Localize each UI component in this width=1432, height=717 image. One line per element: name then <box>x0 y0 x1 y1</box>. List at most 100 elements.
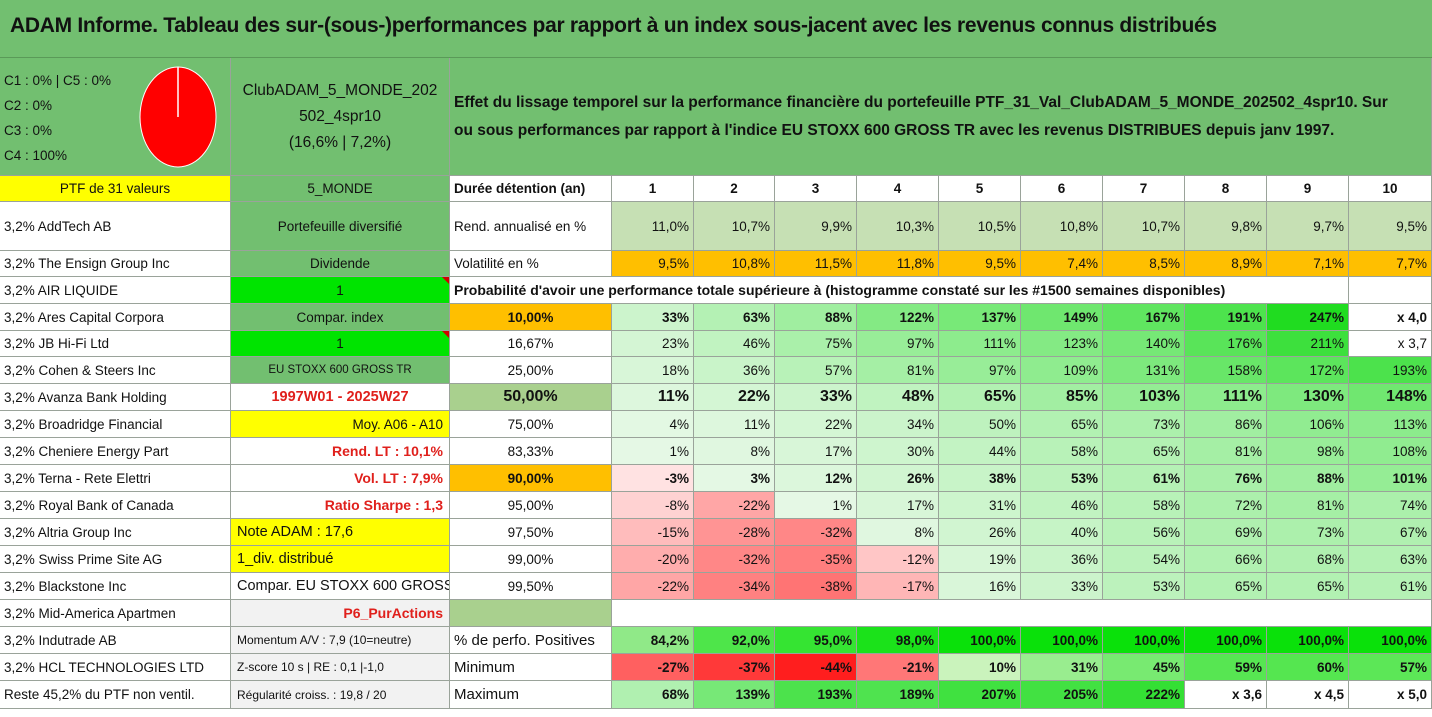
positive-value[interactable]: 92,0% <box>694 627 775 654</box>
holding-item[interactable]: 3,2% AddTech AB <box>0 202 231 251</box>
probability-value[interactable]: 46% <box>694 331 775 357</box>
probability-value[interactable]: 130% <box>1267 384 1349 411</box>
probability-value[interactable]: 18% <box>612 357 694 384</box>
maximum-value[interactable]: x 3,6 <box>1185 681 1267 709</box>
probability-value[interactable]: 22% <box>775 411 857 438</box>
minimum-value[interactable]: 57% <box>1349 654 1432 681</box>
rend-value[interactable]: 9,8% <box>1185 202 1267 251</box>
rend-value[interactable]: 10,3% <box>857 202 939 251</box>
probability-value[interactable]: 75% <box>775 331 857 357</box>
probability-value[interactable]: 98% <box>1267 438 1349 465</box>
probability-value[interactable]: 22% <box>694 384 775 411</box>
probability-value[interactable]: 57% <box>775 357 857 384</box>
positive-value[interactable]: 100,0% <box>1103 627 1185 654</box>
probability-value[interactable]: 193% <box>1349 357 1432 384</box>
probability-value[interactable]: 68% <box>1267 546 1349 573</box>
probability-value[interactable]: 56% <box>1103 519 1185 546</box>
probability-value[interactable]: 172% <box>1267 357 1349 384</box>
rend-value[interactable]: 11,0% <box>612 202 694 251</box>
positive-value[interactable]: 100,0% <box>1349 627 1432 654</box>
vol-value[interactable]: 11,5% <box>775 251 857 277</box>
probability-value[interactable]: 34% <box>857 411 939 438</box>
holding-item[interactable]: 3,2% Ares Capital Corpora <box>0 304 231 331</box>
param-item[interactable]: Note ADAM : 17,6 <box>231 519 450 546</box>
holding-item[interactable]: 3,2% Indutrade AB <box>0 627 231 654</box>
year-header[interactable]: 6 <box>1021 176 1103 202</box>
param-item[interactable]: Dividende <box>231 251 450 277</box>
probability-value[interactable]: x 4,0 <box>1349 304 1432 331</box>
probability-value[interactable]: -35% <box>775 546 857 573</box>
probability-threshold[interactable]: 97,50% <box>450 519 612 546</box>
year-header[interactable]: 2 <box>694 176 775 202</box>
rend-value[interactable]: 10,8% <box>1021 202 1103 251</box>
probability-value[interactable]: 1% <box>612 438 694 465</box>
minimum-value[interactable]: -44% <box>775 654 857 681</box>
vol-value[interactable]: 8,5% <box>1103 251 1185 277</box>
probability-value[interactable]: 148% <box>1349 384 1432 411</box>
probability-value[interactable]: -22% <box>694 492 775 519</box>
probability-value[interactable]: 73% <box>1103 411 1185 438</box>
probability-value[interactable]: 81% <box>857 357 939 384</box>
probability-value[interactable]: 101% <box>1349 465 1432 492</box>
probability-value[interactable]: 65% <box>1021 411 1103 438</box>
rend-value[interactable]: 10,7% <box>1103 202 1185 251</box>
probability-value[interactable]: 11% <box>612 384 694 411</box>
probability-threshold[interactable]: 83,33% <box>450 438 612 465</box>
maximum-value[interactable]: 68% <box>612 681 694 709</box>
year-header[interactable]: 10 <box>1349 176 1432 202</box>
probability-threshold[interactable]: 99,50% <box>450 573 612 600</box>
probability-value[interactable]: 3% <box>694 465 775 492</box>
probability-value[interactable]: 1% <box>775 492 857 519</box>
probability-value[interactable]: 109% <box>1021 357 1103 384</box>
portfolio-name-panel[interactable]: ClubADAM_5_MONDE_202 502_4spr10 (16,6% | 7… <box>231 58 450 176</box>
param-item[interactable]: 1 <box>231 331 450 357</box>
probability-value[interactable]: 86% <box>1185 411 1267 438</box>
row-label[interactable]: Maximum <box>450 681 612 709</box>
probability-value[interactable]: 158% <box>1185 357 1267 384</box>
probability-value[interactable]: 58% <box>1103 492 1185 519</box>
holding-item[interactable]: 3,2% HCL TECHNOLOGIES LTD <box>0 654 231 681</box>
probability-value[interactable]: 11% <box>694 411 775 438</box>
probability-value[interactable]: 36% <box>1021 546 1103 573</box>
probability-value[interactable]: 30% <box>857 438 939 465</box>
minimum-value[interactable]: -27% <box>612 654 694 681</box>
maximum-value[interactable]: 139% <box>694 681 775 709</box>
probability-value[interactable]: 85% <box>1021 384 1103 411</box>
probability-value[interactable]: 63% <box>1349 546 1432 573</box>
param-item[interactable]: 1 <box>231 277 450 304</box>
probability-value[interactable]: 137% <box>939 304 1021 331</box>
probability-value[interactable]: 191% <box>1185 304 1267 331</box>
year-header[interactable]: 7 <box>1103 176 1185 202</box>
probability-value[interactable]: -38% <box>775 573 857 600</box>
param-item[interactable]: Portefeuille diversifié <box>231 202 450 251</box>
probability-value[interactable]: 65% <box>1103 438 1185 465</box>
maximum-value[interactable]: 189% <box>857 681 939 709</box>
maximum-value[interactable]: 207% <box>939 681 1021 709</box>
year-header[interactable]: 1 <box>612 176 694 202</box>
probability-value[interactable]: 211% <box>1267 331 1349 357</box>
holding-item[interactable]: 3,2% Broadridge Financial <box>0 411 231 438</box>
probability-threshold[interactable]: 25,00% <box>450 357 612 384</box>
probability-value[interactable]: x 3,7 <box>1349 331 1432 357</box>
holding-item[interactable]: 3,2% Mid-America Apartmen <box>0 600 231 627</box>
probability-value[interactable]: 17% <box>775 438 857 465</box>
vol-value[interactable]: 10,8% <box>694 251 775 277</box>
param-item[interactable]: Ratio Sharpe : 1,3 <box>231 492 450 519</box>
year-header[interactable]: 8 <box>1185 176 1267 202</box>
probability-value[interactable]: 65% <box>939 384 1021 411</box>
probability-value[interactable]: 31% <box>939 492 1021 519</box>
probability-value[interactable]: 53% <box>1103 573 1185 600</box>
probability-value[interactable]: 140% <box>1103 331 1185 357</box>
probability-value[interactable]: 65% <box>1267 573 1349 600</box>
positive-value[interactable]: 100,0% <box>1021 627 1103 654</box>
minimum-value[interactable]: 10% <box>939 654 1021 681</box>
vol-value[interactable]: 9,5% <box>612 251 694 277</box>
positive-value[interactable]: 84,2% <box>612 627 694 654</box>
probability-value[interactable]: 72% <box>1185 492 1267 519</box>
probability-value[interactable]: 26% <box>857 465 939 492</box>
probability-threshold[interactable]: 75,00% <box>450 411 612 438</box>
probability-value[interactable]: 17% <box>857 492 939 519</box>
spacer-row[interactable] <box>612 600 1432 627</box>
maximum-value[interactable]: 222% <box>1103 681 1185 709</box>
holding-item[interactable]: 3,2% The Ensign Group Inc <box>0 251 231 277</box>
